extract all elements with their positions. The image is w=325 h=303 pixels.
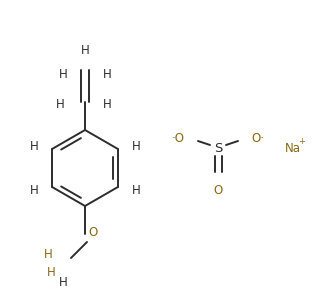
Text: H: H	[103, 98, 111, 112]
Text: H: H	[30, 184, 38, 197]
Text: O: O	[214, 184, 223, 197]
Text: S: S	[214, 142, 222, 155]
Text: H: H	[132, 139, 140, 152]
Text: H: H	[56, 98, 64, 112]
Text: O: O	[88, 225, 98, 238]
Text: H: H	[132, 184, 140, 197]
Text: H: H	[30, 139, 38, 152]
Text: H: H	[58, 275, 67, 288]
Text: +: +	[298, 138, 305, 146]
Text: H: H	[44, 248, 52, 261]
Text: H: H	[81, 44, 89, 56]
Text: O·: O·	[251, 132, 264, 145]
Text: ·O: ·O	[172, 132, 185, 145]
Text: H: H	[103, 68, 111, 82]
Text: Na: Na	[285, 142, 301, 155]
Text: H: H	[58, 68, 67, 82]
Text: H: H	[46, 265, 55, 278]
